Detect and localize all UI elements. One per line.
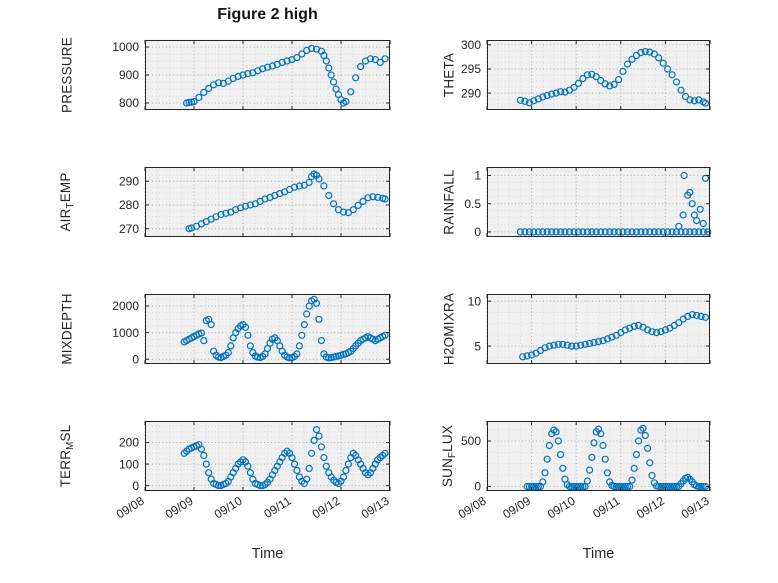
data-markers — [519, 311, 710, 361]
svg-text:1000: 1000 — [112, 326, 139, 340]
subplot-airtemp: AIRTEMP 270 280 290 — [58, 167, 391, 237]
svg-text:0: 0 — [132, 352, 139, 366]
plot-area-h2omixra: 5 10 — [468, 294, 711, 364]
svg-text:300: 300 — [461, 38, 481, 52]
data-markers — [180, 295, 389, 362]
subplot-rainfall: RAINFALL 0 0.5 1 — [442, 167, 712, 239]
svg-text:500: 500 — [461, 434, 481, 448]
svg-text:10: 10 — [468, 294, 482, 308]
subplot-terrmsl: TERRMSL 0 100 200 09/08 09/09 09/10 09/11 09/12… — [58, 420, 392, 521]
svg-text:1: 1 — [474, 169, 481, 183]
tick-labels: 800 900 1000 — [112, 40, 139, 110]
tick-marks — [486, 40, 711, 110]
svg-text:09/12: 09/12 — [634, 493, 667, 521]
tick-marks — [144, 294, 391, 364]
tick-marks — [486, 294, 711, 364]
tick-labels: 00.51 — [464, 169, 481, 239]
svg-text:09/10: 09/10 — [545, 493, 578, 521]
plot-area-theta: 290 295 300 — [461, 38, 711, 110]
ylabel-pressure: PRESSURE — [59, 37, 75, 113]
plot-area-sunflux: 0 500 09/08 09/09 09/10 09/11 09/12 09/13 — [456, 421, 712, 521]
tick-labels: 290 295 300 — [461, 38, 481, 100]
svg-text:100: 100 — [119, 457, 139, 471]
data-markers — [180, 426, 389, 490]
ylabel-theta: THETA — [441, 52, 457, 98]
tick-marks — [144, 421, 391, 491]
plot-area-mixdepth: 0 1000 2000 — [112, 294, 391, 366]
svg-text:0: 0 — [474, 480, 481, 494]
minor-grid — [486, 167, 711, 237]
svg-text:800: 800 — [119, 96, 139, 110]
svg-text:09/12: 09/12 — [310, 493, 343, 521]
data-markers — [516, 171, 712, 236]
svg-text:09/09: 09/09 — [500, 493, 533, 521]
axes-box — [487, 294, 710, 364]
svg-text:0: 0 — [132, 479, 139, 493]
subplot-mixdepth: MIXDEPTH 0 1000 2000 — [60, 293, 391, 366]
axes-box — [487, 167, 710, 237]
data-markers — [182, 44, 389, 107]
svg-text:290: 290 — [119, 174, 139, 188]
axes-box — [487, 40, 710, 110]
data-markers — [516, 48, 710, 107]
ylabel-mixdepth: MIXDEPTH — [59, 293, 75, 365]
svg-text:270: 270 — [119, 222, 139, 236]
svg-text:09/10: 09/10 — [212, 493, 245, 521]
minor-grid — [486, 294, 711, 364]
tick-labels: 0 1000 2000 — [112, 299, 139, 366]
tick-marks — [486, 421, 711, 491]
ylabel-rainfall: RAINFALL — [441, 169, 457, 235]
axes-box — [487, 421, 710, 491]
svg-text:5: 5 — [474, 339, 481, 353]
axes-box — [145, 421, 390, 491]
plot-area-pressure: 800 900 1000 — [112, 39, 391, 111]
svg-text:09/13: 09/13 — [359, 493, 392, 521]
tick-marks — [144, 40, 391, 110]
svg-text:1000: 1000 — [112, 40, 139, 54]
xlabel-right-column: Time — [582, 546, 615, 562]
svg-text:280: 280 — [119, 198, 139, 212]
svg-text:295: 295 — [461, 62, 481, 76]
data-markers — [523, 424, 710, 491]
svg-text:09/08: 09/08 — [456, 493, 489, 521]
plot-area-terrmsl: 0 100 200 09/08 09/09 09/10 09/11 09/12 09/13 — [114, 420, 392, 521]
svg-text:0: 0 — [474, 225, 481, 239]
minor-grid — [144, 167, 391, 237]
plot-area-airtemp: 270 280 290 — [119, 167, 391, 237]
svg-text:0.5: 0.5 — [464, 197, 481, 211]
data-markers — [185, 170, 389, 233]
tick-marks — [486, 167, 711, 237]
subplot-theta: THETA 290 295 300 — [442, 38, 711, 110]
tick-marks — [144, 167, 391, 237]
svg-text:09/09: 09/09 — [163, 493, 196, 521]
ylabel-terrmsl: TERRMSL — [58, 424, 76, 488]
svg-text:09/08: 09/08 — [114, 493, 147, 521]
subplot-sunflux: SUNFLUX 0 500 09/08 09/09 09/10 09/11 09/12 09/… — [440, 421, 712, 521]
svg-text:09/13: 09/13 — [679, 493, 712, 521]
ylabel-h2omixra: H2OMIXRA — [441, 292, 457, 366]
plot-area-rainfall: 00.51 — [464, 167, 712, 239]
tick-labels: 270 280 290 — [119, 174, 139, 235]
subplot-h2omixra: H2OMIXRA 5 10 — [442, 293, 711, 365]
svg-text:200: 200 — [119, 436, 139, 450]
svg-text:09/11: 09/11 — [261, 493, 293, 520]
xlabel-left-column: Time — [251, 546, 284, 562]
subplot-pressure: PRESSURE 800 900 1000 — [60, 37, 391, 113]
axes-box — [145, 294, 390, 364]
figure-title: Figure 2 high — [217, 6, 318, 23]
svg-text:2000: 2000 — [112, 299, 139, 313]
tick-labels: 5 10 — [468, 294, 482, 353]
ylabel-sunflux: SUNFLUX — [440, 424, 458, 488]
svg-text:900: 900 — [119, 68, 139, 82]
axes-box — [145, 167, 390, 237]
svg-text:290: 290 — [461, 86, 481, 100]
ylabel-airtemp: AIRTEMP — [58, 172, 76, 232]
svg-text:09/11: 09/11 — [590, 493, 622, 520]
